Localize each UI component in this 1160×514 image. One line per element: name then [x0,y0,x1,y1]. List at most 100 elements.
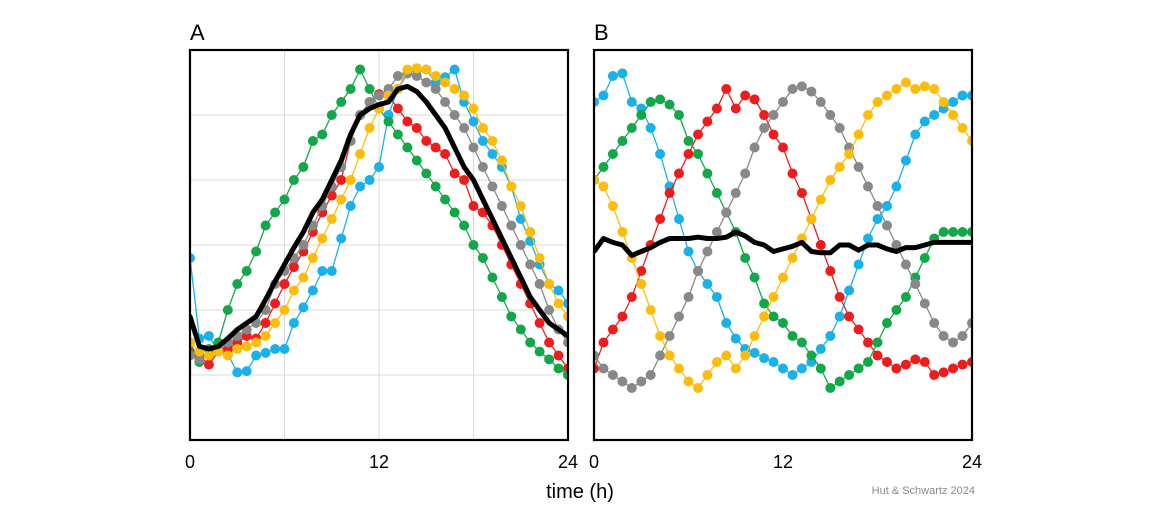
data-point [740,253,751,263]
x-axis-label: time (h) [546,481,614,503]
data-point [891,84,902,94]
data-point [607,201,618,211]
data-point [355,149,366,159]
data-point [674,168,684,179]
data-point [721,207,732,218]
data-point [449,64,460,75]
data-point [825,110,836,120]
data-point [645,97,656,107]
data-point [872,350,883,361]
data-point [279,279,290,289]
data-point [957,359,968,370]
data-point [900,359,911,370]
data-point [655,94,666,105]
data-point [251,246,262,257]
series-mean [190,83,568,352]
data-point [617,68,628,79]
data-point [740,168,751,179]
data-point [355,181,366,192]
data-point [468,103,479,114]
data-point [749,94,760,105]
data-point [759,123,770,133]
data-point [607,149,618,159]
data-point [674,214,684,224]
data-point [796,363,807,374]
data-point [241,341,252,352]
data-point [787,253,798,263]
data-point [251,337,262,348]
data-point [863,357,873,367]
data-point [938,227,949,237]
series-green [594,94,972,393]
data-point [825,331,836,341]
credit-text: Hut & Schwartz 2024 [872,485,975,497]
data-point [345,175,356,185]
data-point [891,240,902,250]
data-point [232,279,243,289]
data-point [967,90,972,101]
data-point [759,298,770,309]
data-point [900,77,911,88]
series-blue [594,68,972,380]
data-point [430,181,441,192]
data-point [374,162,384,172]
data-point [919,81,930,92]
data-point [853,162,864,172]
data-point [468,116,479,127]
data-point [957,227,968,237]
data-point [402,116,413,127]
data-point [957,331,968,341]
data-point [863,181,873,192]
data-point [534,346,545,357]
data-point [702,279,713,289]
data-point [617,227,628,237]
data-point [863,337,873,348]
data-point [853,363,864,374]
data-point [553,285,564,296]
data-point [477,136,488,146]
data-point [872,201,883,211]
data-point [392,71,403,81]
data-point [317,233,328,244]
data-point [525,227,536,237]
data-point [759,353,770,364]
data-point [948,110,959,120]
data-point [749,142,760,153]
data-point [693,149,703,159]
data-point [683,149,694,159]
data-point [421,64,432,75]
data-point [636,279,647,289]
data-point [232,367,243,378]
data-point [496,155,507,166]
data-point [900,259,911,270]
data-point [891,181,902,192]
data-point [336,97,347,107]
data-point [778,363,788,374]
data-point [203,359,214,370]
data-point [260,318,271,328]
data-point [402,64,413,75]
data-point [740,350,751,361]
data-point [617,311,628,322]
data-point [298,272,309,283]
data-point [778,142,788,153]
data-point [345,84,356,94]
data-point [844,285,855,296]
data-point [326,266,337,276]
data-point [768,357,779,367]
x-tick-label: 12 [369,452,389,472]
data-point [607,324,618,335]
data-point [487,136,498,146]
data-point [967,136,972,146]
data-point [594,175,599,185]
data-point [364,97,375,107]
data-point [553,298,564,309]
data-point [449,84,460,94]
data-point [778,272,788,283]
data-point [674,110,684,120]
data-point [768,129,779,140]
data-point [411,63,422,74]
data-point [203,350,214,361]
data-point [626,383,637,393]
data-point [806,214,817,224]
